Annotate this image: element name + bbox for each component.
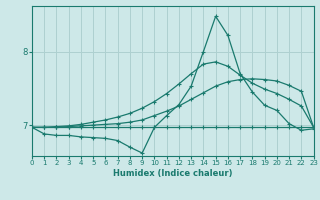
- X-axis label: Humidex (Indice chaleur): Humidex (Indice chaleur): [113, 169, 233, 178]
